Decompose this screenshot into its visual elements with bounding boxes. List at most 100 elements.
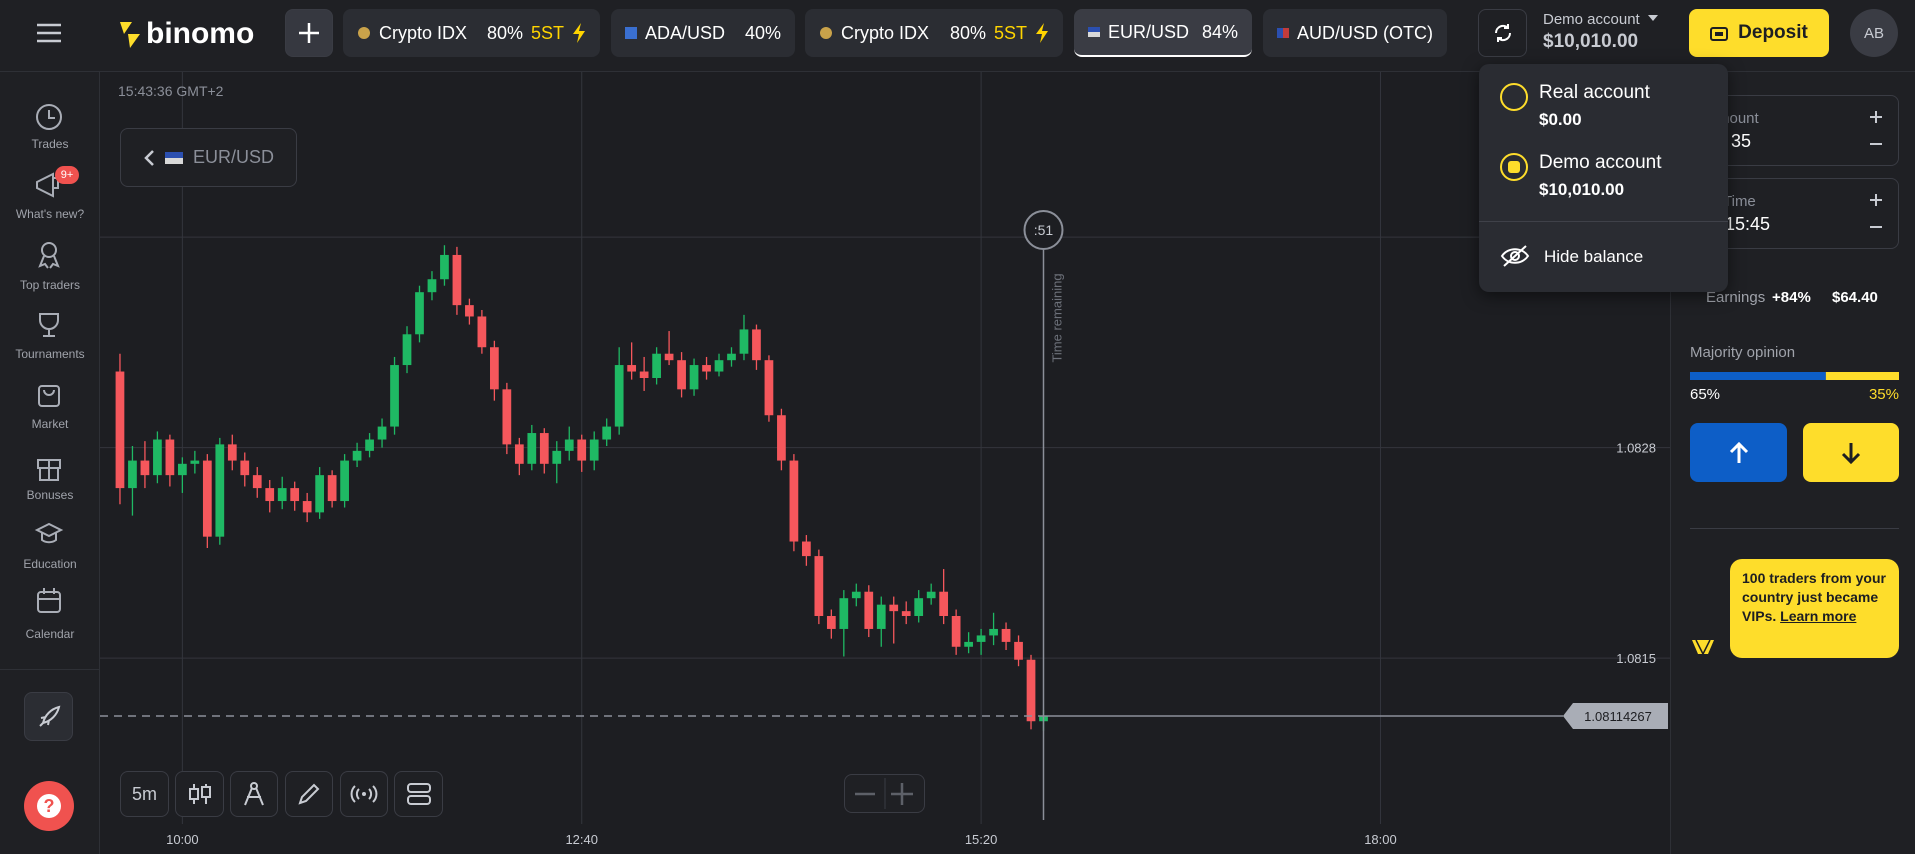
time-field[interactable]: Time 15:45 bbox=[1690, 178, 1899, 249]
candle-body bbox=[889, 604, 899, 612]
candle-body bbox=[926, 591, 936, 599]
interval-button[interactable]: 5m bbox=[120, 771, 169, 817]
candle-body bbox=[340, 460, 349, 502]
drawing-button[interactable] bbox=[230, 771, 278, 817]
account-name: Real account bbox=[1539, 82, 1650, 103]
asset-tab[interactable]: ADA/USD 40% bbox=[611, 9, 795, 57]
account-option[interactable]: Demo account $10,010.00 bbox=[1479, 144, 1728, 206]
majority-bar bbox=[1690, 372, 1899, 380]
nav-item[interactable]: Education bbox=[23, 557, 77, 571]
chart-type-button[interactable] bbox=[175, 771, 224, 817]
candle-body bbox=[265, 488, 275, 502]
candle-body bbox=[864, 591, 874, 629]
down-button[interactable] bbox=[1803, 423, 1899, 482]
field-value: 15:45 bbox=[1725, 214, 1771, 234]
x-tick-label: 10:00 bbox=[166, 832, 199, 847]
x-tick-label: 15:20 bbox=[965, 832, 998, 847]
payout: 80% bbox=[949, 22, 986, 43]
candle-body bbox=[939, 591, 949, 616]
asset-tab[interactable]: Crypto IDX 80% 5ST bbox=[805, 9, 1063, 57]
layout-button[interactable] bbox=[394, 771, 443, 817]
candle-body bbox=[577, 439, 587, 461]
payout: 80% bbox=[486, 22, 523, 43]
account-option[interactable]: Real account $0.00 bbox=[1479, 74, 1728, 136]
candle-body bbox=[689, 365, 699, 390]
candle-body bbox=[514, 444, 524, 464]
deposit-button[interactable]: Deposit bbox=[1689, 9, 1829, 57]
timer: :51 bbox=[1034, 222, 1054, 238]
candle-body bbox=[964, 641, 973, 647]
nav-item[interactable]: What's new? bbox=[15, 207, 85, 221]
signals-button[interactable] bbox=[340, 771, 388, 817]
help-button[interactable]: ? bbox=[24, 781, 74, 831]
add-tab-button[interactable] bbox=[285, 9, 333, 57]
deposit-label: Deposit bbox=[1738, 22, 1808, 43]
candle-body bbox=[714, 360, 724, 372]
rocket-button[interactable] bbox=[24, 692, 73, 741]
asset-tab[interactable]: AUD/USD (OTC) bbox=[1263, 9, 1447, 57]
candle-body bbox=[677, 360, 686, 390]
badge: 5ST bbox=[530, 22, 564, 43]
candle-body bbox=[802, 541, 811, 557]
candle-body bbox=[727, 353, 736, 361]
vip-toast[interactable]: 100 traders from your country just becam… bbox=[1730, 559, 1899, 658]
vip-icon bbox=[1692, 639, 1714, 655]
hide-balance-option[interactable]: Hide balance bbox=[1479, 234, 1728, 279]
nav-item[interactable]: Trades bbox=[31, 137, 69, 151]
candle-body bbox=[639, 371, 649, 378]
candle-body bbox=[851, 591, 861, 599]
back-button[interactable]: EUR/USD bbox=[120, 128, 297, 187]
candle-body bbox=[777, 415, 786, 461]
asset-tab[interactable]: EUR/USD 84% bbox=[1074, 9, 1252, 57]
nav-item[interactable]: Calendar bbox=[25, 627, 75, 641]
vip-link[interactable]: Learn more bbox=[1780, 608, 1857, 624]
candle-body bbox=[477, 316, 487, 348]
account-balance: $10,010.00 bbox=[1539, 180, 1625, 199]
candle-body bbox=[602, 426, 612, 440]
asset-tab[interactable]: Crypto IDX 80% 5ST bbox=[343, 9, 600, 57]
dropdown-caret[interactable] bbox=[1648, 15, 1658, 21]
asset-name: Crypto IDX bbox=[841, 22, 930, 43]
divider bbox=[1690, 528, 1899, 529]
field-label: Time bbox=[1723, 193, 1756, 210]
earnings-value: $64.40 bbox=[1832, 289, 1878, 306]
nav-item[interactable]: Top traders bbox=[19, 278, 81, 292]
payout: 40% bbox=[744, 22, 781, 43]
candle-body bbox=[415, 292, 424, 335]
notification-badge: 9+ bbox=[55, 166, 79, 184]
pencil-button[interactable] bbox=[285, 771, 333, 817]
avatar[interactable]: AB bbox=[1850, 9, 1898, 57]
account-balance[interactable]: $10,010.00 bbox=[1543, 31, 1639, 52]
candle-body bbox=[826, 616, 836, 629]
switch-account-button[interactable] bbox=[1478, 9, 1527, 57]
nav-item[interactable]: Market bbox=[31, 417, 69, 431]
nav-item[interactable]: Bonuses bbox=[26, 488, 74, 502]
candle-body bbox=[327, 475, 337, 502]
candle-body bbox=[365, 439, 374, 451]
candle-body bbox=[876, 604, 886, 629]
candle-body bbox=[614, 365, 624, 427]
candle-body bbox=[215, 444, 225, 537]
majority-label: Majority opinion bbox=[1690, 344, 1796, 361]
candle-body bbox=[315, 475, 325, 513]
sidebar: 9+ Trades What's new? Top traders Tourna… bbox=[0, 72, 100, 854]
candle-body bbox=[165, 439, 175, 476]
menu-icon[interactable] bbox=[37, 23, 61, 43]
candle-body bbox=[664, 353, 674, 361]
candle-body bbox=[739, 329, 749, 354]
y-tick-label: 1.0828 bbox=[1616, 441, 1656, 456]
majority-up bbox=[1690, 372, 1826, 380]
account-label[interactable]: Demo account bbox=[1543, 11, 1640, 28]
candle-body bbox=[440, 254, 449, 280]
candle-body bbox=[290, 488, 300, 502]
logo[interactable]: binomo bbox=[146, 17, 255, 50]
field-value: 35 bbox=[1731, 131, 1752, 151]
up-button[interactable] bbox=[1690, 423, 1787, 482]
candle-body bbox=[377, 426, 387, 440]
hide-balance-label: Hide balance bbox=[1544, 247, 1644, 266]
nav-item[interactable]: Tournaments bbox=[15, 347, 85, 361]
candle-body bbox=[352, 450, 362, 461]
candle-body bbox=[202, 460, 212, 537]
zoom-controls[interactable] bbox=[844, 774, 925, 813]
